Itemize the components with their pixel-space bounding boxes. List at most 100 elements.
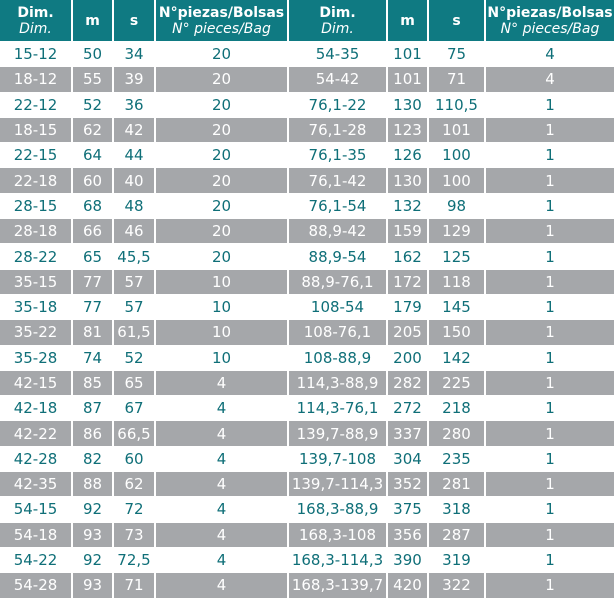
table-row: 35-18 77 57 10 108-54 179 145 1 <box>0 294 614 321</box>
table-cell: 77 <box>72 294 114 321</box>
table-cell: 40 <box>113 167 156 194</box>
table-cell: 139,7-88,9 <box>288 420 388 447</box>
table-cell: 20 <box>155 41 289 68</box>
table-cell: 179 <box>387 294 429 321</box>
table-cell: 22-15 <box>0 142 73 169</box>
table-cell: 35-18 <box>0 294 73 321</box>
table-cell: 42-22 <box>0 420 73 447</box>
table-cell: 60 <box>113 446 156 473</box>
table-cell: 55 <box>72 66 114 93</box>
table-cell: 52 <box>113 345 156 371</box>
table-cell: 145 <box>428 294 486 321</box>
table-cell: 54-35 <box>288 41 388 68</box>
table-cell: 76,1-22 <box>288 92 388 118</box>
table-cell: 82 <box>72 446 114 473</box>
table-cell: 126 <box>387 142 429 169</box>
table-cell: 352 <box>387 471 429 498</box>
table-cell: 4 <box>155 446 289 473</box>
table-cell: 39 <box>113 66 156 93</box>
header-sub: N° pieces/Bag <box>500 20 600 37</box>
table-cell: 108-54 <box>288 294 388 321</box>
table-cell: 22-18 <box>0 167 73 194</box>
table-cell: 101 <box>387 66 429 93</box>
table-cell: 42 <box>113 117 156 144</box>
table-row: 54-28 93 71 4 168,3-139,7 420 322 1 <box>0 572 614 598</box>
table-cell: 66,5 <box>113 420 156 447</box>
table-cell: 46 <box>113 218 156 245</box>
table-cell: 68 <box>72 193 114 220</box>
table-cell: 1 <box>485 92 614 118</box>
table-cell: 1 <box>485 294 614 321</box>
table-cell: 1 <box>485 117 614 144</box>
table-cell: 20 <box>155 142 289 169</box>
table-row: 22-18 60 40 20 76,1-42 130 100 1 <box>0 167 614 194</box>
table-row: 54-18 93 73 4 168,3-108 356 287 1 <box>0 522 614 548</box>
table-cell: 92 <box>72 547 114 574</box>
table-cell: 48 <box>113 193 156 220</box>
table-cell: 123 <box>387 117 429 144</box>
table-cell: 142 <box>428 345 486 371</box>
table-cell: 100 <box>428 142 486 169</box>
table-cell: 71 <box>428 66 486 93</box>
table-cell: 76,1-54 <box>288 193 388 220</box>
table-body: 15-12 50 34 20 54-35 101 75 4 18-12 55 39 20 54-42 10… <box>0 41 614 598</box>
table-row: 42-22 86 66,5 4 139,7-88,9 337 280 1 <box>0 420 614 447</box>
table-cell: 390 <box>387 547 429 574</box>
table-cell: 272 <box>387 395 429 422</box>
table-cell: 4 <box>485 41 614 68</box>
table-cell: 34 <box>113 41 156 68</box>
table-cell: 100 <box>428 167 486 194</box>
table-cell: 1 <box>485 547 614 574</box>
table-cell: 280 <box>428 420 486 447</box>
table-cell: 28-22 <box>0 243 73 270</box>
table-cell: 18-12 <box>0 66 73 93</box>
table-row: 35-28 74 52 10 108-88,9 200 142 1 <box>0 345 614 371</box>
table-cell: 205 <box>387 319 429 346</box>
table-cell: 44 <box>113 142 156 169</box>
table-cell: 4 <box>155 395 289 422</box>
table-cell: 35-28 <box>0 345 73 371</box>
header-main: s <box>452 12 461 29</box>
header-main: N°piezas/Bolsas <box>487 4 613 21</box>
table-cell: 4 <box>155 471 289 498</box>
table-cell: 375 <box>387 496 429 523</box>
table-cell: 76,1-28 <box>288 117 388 144</box>
table-cell: 50 <box>72 41 114 68</box>
table-row: 54-15 92 72 4 168,3-88,9 375 318 1 <box>0 496 614 523</box>
table-cell: 356 <box>387 522 429 548</box>
table-cell: 76,1-35 <box>288 142 388 169</box>
table-cell: 281 <box>428 471 486 498</box>
table-cell: 88 <box>72 471 114 498</box>
table-cell: 1 <box>485 420 614 447</box>
table-cell: 4 <box>155 522 289 548</box>
table-row: 42-35 88 62 4 139,7-114,3 352 281 1 <box>0 471 614 498</box>
table-row: 28-15 68 48 20 76,1-54 132 98 1 <box>0 193 614 220</box>
table-cell: 150 <box>428 319 486 346</box>
table-cell: 65 <box>113 370 156 397</box>
table-cell: 42-15 <box>0 370 73 397</box>
table-cell: 1 <box>485 243 614 270</box>
table-cell: 20 <box>155 193 289 220</box>
table-cell: 88,9-42 <box>288 218 388 245</box>
table-cell: 1 <box>485 218 614 245</box>
header-cell: m <box>387 0 429 42</box>
table-cell: 57 <box>113 269 156 295</box>
table-cell: 337 <box>387 420 429 447</box>
table-row: 15-12 50 34 20 54-35 101 75 4 <box>0 41 614 68</box>
table-cell: 420 <box>387 572 429 598</box>
table-cell: 65 <box>72 243 114 270</box>
table-row: 18-12 55 39 20 54-42 101 71 4 <box>0 66 614 93</box>
table-row: 28-18 66 46 20 88,9-42 159 129 1 <box>0 218 614 245</box>
header-sub: Dim. <box>19 20 52 37</box>
table-cell: 172 <box>387 269 429 295</box>
header-cell: Dim. Dim. <box>288 0 388 42</box>
table-cell: 130 <box>387 167 429 194</box>
table-cell: 200 <box>387 345 429 371</box>
table-cell: 18-15 <box>0 117 73 144</box>
table-cell: 1 <box>485 395 614 422</box>
table-cell: 168,3-139,7 <box>288 572 388 598</box>
header-cell: Dim. Dim. <box>0 0 73 42</box>
table-cell: 75 <box>428 41 486 68</box>
table-cell: 287 <box>428 522 486 548</box>
table-cell: 42-28 <box>0 446 73 473</box>
